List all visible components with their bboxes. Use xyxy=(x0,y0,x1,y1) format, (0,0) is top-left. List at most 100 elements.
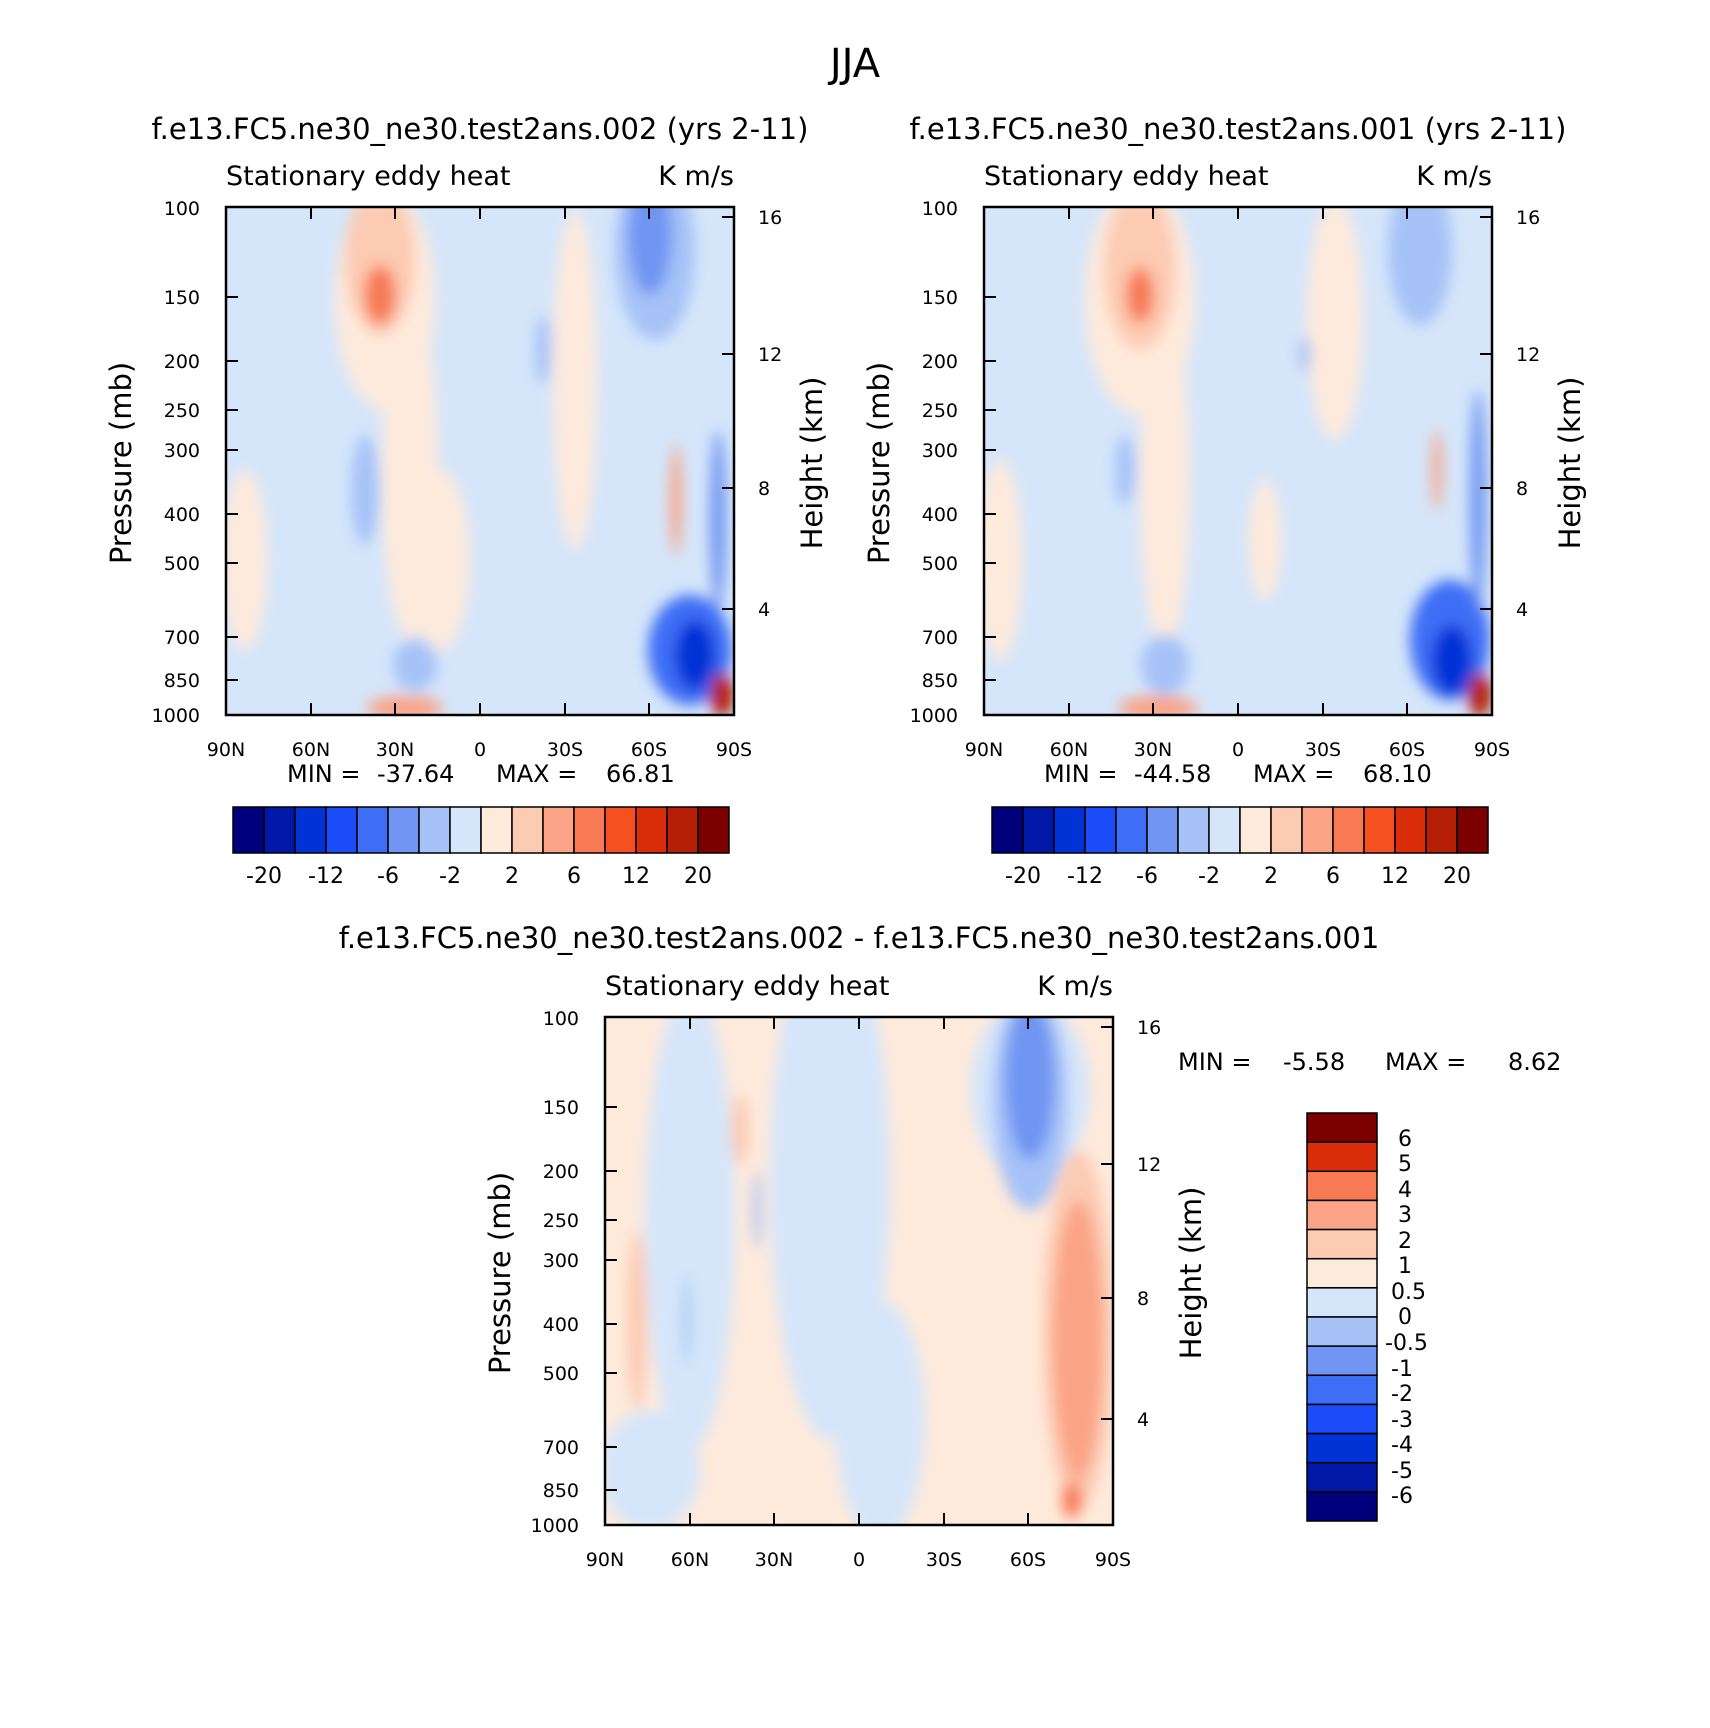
x-tick-label: 30N xyxy=(755,1549,793,1571)
colorbar-swatch xyxy=(1306,1345,1378,1377)
colorbar-swatch xyxy=(1394,806,1427,854)
colorbar-swatch xyxy=(1306,1432,1378,1464)
min-value: -37.64 xyxy=(377,760,454,788)
colorbar-label: -12 xyxy=(308,864,344,889)
latitude-axis: 90N 60N 30N 0 30S 60S 90S xyxy=(586,1017,1131,1571)
negative-streak-75n xyxy=(683,1275,691,1365)
right-string: K m/s xyxy=(1416,161,1492,192)
colorbar-label: -2 xyxy=(439,864,461,889)
colorbar-swatch xyxy=(1146,806,1179,854)
height-tick-label: 12 xyxy=(1516,344,1540,366)
colorbar-swatch xyxy=(294,806,327,854)
x-tick-label: 30S xyxy=(926,1549,962,1571)
left-string: Stationary eddy heat xyxy=(226,161,511,192)
y-tick-label: 850 xyxy=(922,670,958,692)
height-tick-label: 16 xyxy=(758,207,782,229)
y-tick-label: 100 xyxy=(543,1008,579,1030)
height-tick-label: 4 xyxy=(1137,1409,1149,1431)
x-tick-label: 30N xyxy=(1134,739,1172,761)
height-tick-label: 4 xyxy=(1516,599,1528,621)
negative-core-upper-60s xyxy=(628,207,672,295)
y-axis-label-right: Height (km) xyxy=(1174,1187,1208,1360)
negative-region-upper-60s xyxy=(1388,207,1452,325)
positive-core-column-80s xyxy=(1053,1200,1103,1480)
colorbar-label: -6 xyxy=(377,864,399,889)
colorbar-label: -2 xyxy=(1391,1382,1413,1407)
positive-core-surface-80s xyxy=(1062,1482,1082,1518)
negative-region-surface-45n xyxy=(393,639,437,691)
max-label: MAX = xyxy=(496,760,577,788)
y-tick-label: 300 xyxy=(922,440,958,462)
min-label: MIN = xyxy=(287,760,360,788)
y-tick-label: 300 xyxy=(164,440,200,462)
x-tick-label: 60N xyxy=(292,739,330,761)
x-tick-label: 60N xyxy=(671,1549,709,1571)
x-tick-label: 0 xyxy=(853,1549,865,1571)
y-tick-label: 400 xyxy=(922,504,958,526)
colorbar-label: -12 xyxy=(1067,864,1103,889)
panel-title: f.e13.FC5.ne30_ne30.test2ans.002 (yrs 2-… xyxy=(152,112,809,146)
y-tick-label: 1000 xyxy=(152,705,200,727)
negative-region-nh-60 xyxy=(645,1017,735,1450)
colorbar-label: -5 xyxy=(1391,1459,1413,1484)
max-label: MAX = xyxy=(1385,1048,1466,1076)
colorbar-label: 0.5 xyxy=(1391,1280,1426,1305)
negative-region-midlevel xyxy=(351,435,379,545)
colorbar-label: 2 xyxy=(1398,1229,1412,1254)
colorbar-label: 2 xyxy=(1264,864,1278,889)
y-tick-label: 700 xyxy=(543,1437,579,1459)
negative-region-tropics-upper xyxy=(535,315,551,385)
height-tick-label: 12 xyxy=(758,344,782,366)
colorbar-swatch xyxy=(1306,1287,1378,1318)
colorbar-labels: -20 -12 -6 -2 2 6 12 20 xyxy=(246,864,712,889)
height-axis: 16 12 8 4 xyxy=(1480,207,1540,621)
stats: MIN = -44.58 MAX = 68.10 xyxy=(1044,760,1432,788)
negative-core-antarctic-lower xyxy=(1432,625,1472,695)
positive-band-tropics xyxy=(410,470,470,650)
negative-region-midlevel xyxy=(1115,435,1135,505)
positive-region-surface-30n xyxy=(1118,696,1198,715)
height-tick-label: 16 xyxy=(1137,1017,1161,1039)
negative-region-nh-sfc xyxy=(605,1410,700,1525)
panel-title: f.e13.FC5.ne30_ne30.test2ans.001 (yrs 2-… xyxy=(910,112,1567,146)
colorbar-label: 4 xyxy=(1398,1178,1412,1203)
negative-streak-40n xyxy=(753,1170,761,1250)
left-string: Stationary eddy heat xyxy=(605,971,890,1002)
min-label: MIN = xyxy=(1044,760,1117,788)
min-value: -5.58 xyxy=(1283,1048,1345,1076)
y-tick-label: 500 xyxy=(543,1363,579,1385)
colorbar-swatch xyxy=(1332,806,1365,854)
colorbar-label: -20 xyxy=(246,864,282,889)
y-axis-label: Pressure (mb) xyxy=(483,1172,517,1374)
y-axis-label: Pressure (mb) xyxy=(104,362,138,564)
x-tick-label: 60S xyxy=(631,739,667,761)
colorbar-swatch xyxy=(1177,806,1210,854)
colorbar-label: -6 xyxy=(1391,1484,1413,1509)
contour-field xyxy=(605,1017,1113,1525)
colorbar-swatch xyxy=(635,806,668,854)
x-tick-label: 30N xyxy=(376,739,414,761)
colorbar-label: -1 xyxy=(1391,1357,1413,1382)
colorbar-swatch xyxy=(1306,1112,1378,1143)
colorbar-swatch xyxy=(1208,806,1241,854)
y-tick-label: 250 xyxy=(922,400,958,422)
height-tick-label: 8 xyxy=(1137,1288,1149,1310)
x-tick-label: 90N xyxy=(586,1549,624,1571)
colorbar-swatch xyxy=(1363,806,1396,854)
pressure-axis: 100 150 200 250 300 400 500 700 850 1000 xyxy=(152,198,238,727)
positive-core-antarctic-surface xyxy=(710,673,734,715)
colorbar-swatch xyxy=(263,806,296,854)
x-tick-label: 30S xyxy=(547,739,583,761)
x-tick-label: 90S xyxy=(1095,1549,1131,1571)
negative-core-antarctic-lower xyxy=(675,620,715,690)
height-tick-label: 8 xyxy=(758,478,770,500)
colorbar-label: 1 xyxy=(1398,1254,1412,1279)
colorbar-swatch xyxy=(1022,806,1055,854)
x-tick-label: 30S xyxy=(1305,739,1341,761)
x-tick-label: 60S xyxy=(1389,739,1425,761)
y-tick-label: 1000 xyxy=(531,1515,579,1537)
colorbar-label: -20 xyxy=(1005,864,1041,889)
stats: MIN = -37.64 MAX = 66.81 xyxy=(287,760,675,788)
positive-streak-sh-upper xyxy=(670,445,682,555)
